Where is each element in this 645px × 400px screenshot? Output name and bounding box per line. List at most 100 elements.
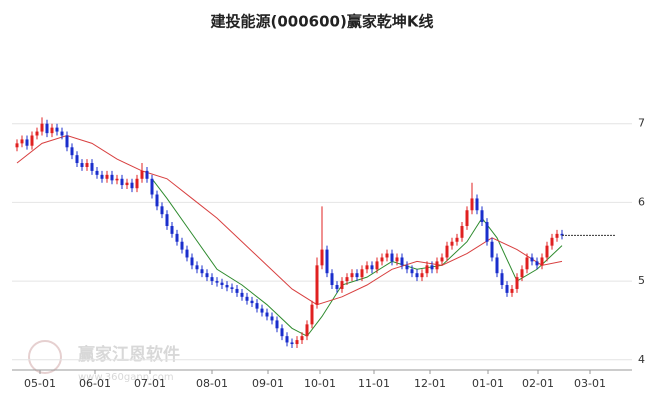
candle-body — [195, 265, 199, 270]
candle-body — [140, 170, 144, 179]
candle-body — [215, 281, 219, 283]
y-tick-label: 6 — [638, 195, 645, 208]
candle-body — [85, 163, 89, 167]
candle-body — [315, 265, 319, 305]
candle-body — [485, 222, 489, 242]
candle-body — [480, 210, 484, 223]
candle-body — [150, 178, 154, 195]
candle-body — [545, 245, 549, 258]
x-tick-label: 12-01 — [414, 377, 446, 390]
candle-body — [205, 273, 209, 278]
candle-body — [335, 285, 339, 289]
candle-body — [185, 249, 189, 258]
candle-body — [355, 273, 359, 278]
candle-body — [15, 143, 19, 148]
candle-body — [470, 198, 474, 211]
candle-body — [325, 249, 329, 274]
x-tick-label: 02-01 — [522, 377, 554, 390]
candle-body — [395, 257, 399, 262]
candle-body — [350, 273, 354, 278]
candle-body — [490, 241, 494, 258]
candle-body — [420, 273, 424, 278]
watermark-logo — [28, 340, 62, 374]
candle-body — [500, 273, 504, 286]
candle-body — [145, 170, 149, 179]
watermark-url: www.360gann.com — [78, 372, 174, 383]
candle-body — [230, 287, 234, 289]
candle-body — [80, 163, 84, 167]
candle-body — [375, 261, 379, 270]
candle-body — [515, 277, 519, 289]
x-tick-label: 08-01 — [196, 377, 228, 390]
candle-body — [405, 265, 409, 270]
candle-body — [20, 139, 24, 144]
candle-body — [425, 265, 429, 274]
candle-body — [130, 182, 134, 189]
candle-body — [555, 233, 559, 238]
candle-body — [390, 253, 394, 262]
candle-body — [45, 123, 49, 134]
candle-body — [530, 257, 534, 262]
candle-body — [180, 241, 184, 250]
candle-body — [55, 127, 59, 132]
candle-body — [160, 206, 164, 215]
candle-body — [60, 131, 64, 136]
x-tick-label: 06-01 — [79, 377, 111, 390]
ma-line — [16, 134, 563, 306]
candle-body — [35, 131, 39, 136]
candle-body — [175, 233, 179, 242]
candle-body — [330, 273, 334, 286]
candle-body — [170, 225, 174, 234]
candle-body — [410, 269, 414, 274]
candle-body — [360, 269, 364, 278]
candle-body — [505, 285, 509, 293]
candle-body — [165, 214, 169, 226]
candle-body — [225, 285, 229, 288]
candle-body — [105, 174, 109, 179]
candle-body — [40, 123, 44, 132]
candle-body — [535, 261, 539, 266]
candle-body — [75, 155, 79, 164]
candle-body — [340, 281, 344, 289]
candle-body — [190, 257, 194, 266]
candle-body — [450, 241, 454, 246]
candle-body — [560, 233, 564, 236]
candle-body — [345, 277, 349, 282]
candle-body — [120, 178, 124, 186]
candle-body — [320, 249, 324, 266]
x-tick-label: 07-01 — [134, 377, 166, 390]
candle-body — [525, 257, 529, 270]
candle-body — [115, 178, 119, 181]
candle-body — [30, 135, 34, 146]
candle-body — [210, 277, 214, 282]
candle-body — [465, 210, 469, 226]
candle-body — [400, 257, 404, 266]
x-tick-label: 01-01 — [472, 377, 504, 390]
y-tick-label: 7 — [638, 117, 645, 130]
candle-body — [440, 257, 444, 262]
candle-body — [265, 312, 269, 317]
candle-body — [245, 296, 249, 301]
candle-body — [445, 245, 449, 258]
candle-body — [260, 308, 264, 313]
x-tick-label: 10-01 — [304, 377, 336, 390]
candle-body — [370, 265, 374, 270]
candle-body — [415, 273, 419, 278]
candle-body — [135, 178, 139, 189]
candle-body — [155, 194, 159, 207]
x-tick-label: 05-01 — [24, 377, 56, 390]
candle-body — [200, 269, 204, 274]
watermark: 赢家江恩软件 — [78, 344, 180, 365]
candle-body — [495, 257, 499, 274]
candle-body — [280, 328, 284, 337]
ma-line — [151, 178, 563, 337]
candle-body — [270, 316, 274, 321]
x-tick-label: 11-01 — [358, 377, 390, 390]
candle-body — [380, 257, 384, 262]
candle-body — [110, 174, 114, 181]
candle-body — [430, 265, 434, 270]
candle-body — [510, 288, 514, 293]
candle-body — [235, 288, 239, 293]
candle-body — [290, 342, 294, 345]
candle-body — [295, 340, 299, 345]
